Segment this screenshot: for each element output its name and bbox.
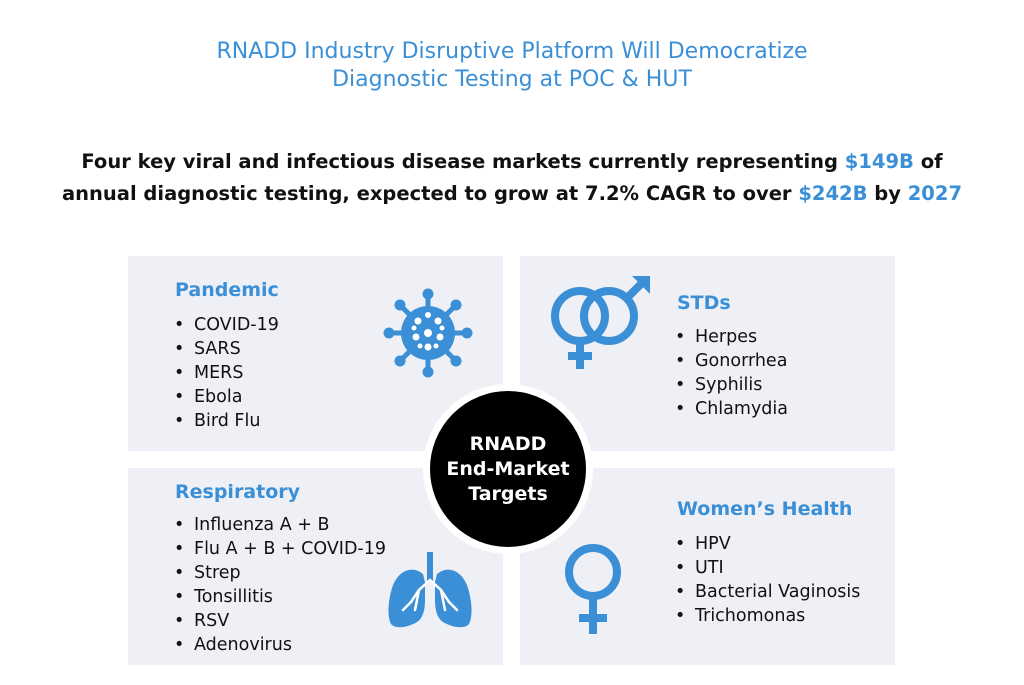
list-item: Bacterial Vaginosis (675, 580, 860, 604)
quadrant-title-pandemic: Pandemic (175, 279, 279, 301)
list-item: Bird Flu (174, 409, 279, 433)
list-item: Flu A + B + COVID-19 (174, 537, 386, 561)
list-item: UTI (675, 556, 860, 580)
quadrant-respiratory: Respiratory Influenza A + B Flu A + B + … (128, 468, 503, 665)
summary-line-2: annual diagnostic testing, expected to g… (0, 178, 1024, 210)
list-item: Influenza A + B (174, 513, 386, 537)
quadrant-pandemic: Pandemic COVID-19 SARS MERS Ebola Bird F… (128, 256, 503, 451)
market-value-forecast: $242B (798, 182, 868, 205)
summary-text-2-mid: by (867, 182, 908, 205)
virus-icon (383, 288, 473, 378)
summary-line-1: Four key viral and infectious disease ma… (0, 146, 1024, 178)
center-line-2: End-Market (446, 457, 570, 480)
quadrant-title-respiratory: Respiratory (175, 481, 301, 503)
title-line-2: Diagnostic Testing at POC & HUT (332, 67, 692, 92)
list-item: HPV (675, 532, 860, 556)
center-badge: RNADD End-Market Targets (423, 384, 593, 554)
quadrant-stds: STDs Herpes Gonorrhea Syphilis Chlamydia (520, 256, 895, 451)
list-item: Chlamydia (675, 397, 788, 421)
market-value-current: $149B (844, 150, 914, 173)
market-summary: Four key viral and infectious disease ma… (0, 146, 1024, 210)
list-item: Syphilis (675, 373, 788, 397)
list-item: Strep (174, 561, 386, 585)
womens-health-list: HPV UTI Bacterial Vaginosis Trichomonas (675, 532, 860, 628)
pandemic-list: COVID-19 SARS MERS Ebola Bird Flu (174, 313, 279, 433)
list-item: Gonorrhea (675, 349, 788, 373)
center-line-3: Targets (468, 482, 548, 505)
list-item: Trichomonas (675, 604, 860, 628)
list-item: COVID-19 (174, 313, 279, 337)
quadrant-title-stds: STDs (677, 292, 731, 314)
list-item: RSV (174, 609, 386, 633)
quadrant-title-womens-health: Women’s Health (677, 498, 853, 520)
page-title: RNADD Industry Disruptive Platform Will … (0, 38, 1024, 94)
lungs-icon (388, 552, 472, 628)
list-item: Adenovirus (174, 633, 386, 657)
center-line-1: RNADD (469, 432, 547, 455)
list-item: Ebola (174, 385, 279, 409)
list-item: Herpes (675, 325, 788, 349)
female-male-symbol-icon (551, 276, 650, 369)
list-item: Tonsillitis (174, 585, 386, 609)
stds-list: Herpes Gonorrhea Syphilis Chlamydia (675, 325, 788, 421)
title-line-1: RNADD Industry Disruptive Platform Will … (216, 39, 808, 64)
forecast-year: 2027 (907, 182, 963, 205)
female-symbol-icon (565, 544, 621, 634)
list-item: MERS (174, 361, 279, 385)
list-item: SARS (174, 337, 279, 361)
quadrant-womens-health: Women’s Health HPV UTI Bacterial Vaginos… (520, 468, 895, 665)
summary-text-1: Four key viral and infectious disease ma… (81, 150, 845, 173)
summary-text-2: annual diagnostic testing, expected to g… (61, 182, 799, 205)
summary-text-1-end: of (913, 150, 943, 173)
respiratory-list: Influenza A + B Flu A + B + COVID-19 Str… (174, 513, 386, 657)
